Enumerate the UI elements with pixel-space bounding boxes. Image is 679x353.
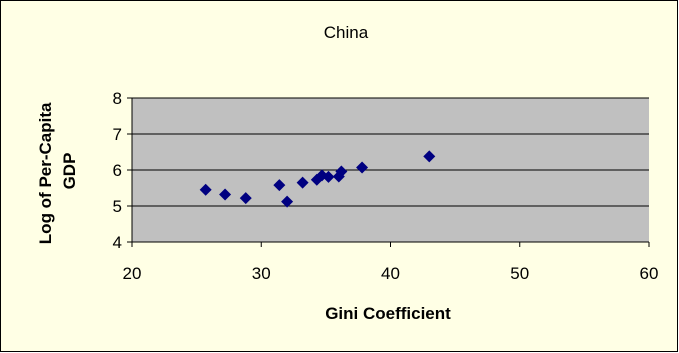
data-point xyxy=(273,179,286,192)
data-point xyxy=(199,183,212,196)
data-point xyxy=(296,176,309,189)
data-point xyxy=(239,192,252,205)
y-tick-label-5: 5 xyxy=(113,197,122,216)
data-points xyxy=(199,150,436,208)
axes xyxy=(127,97,650,247)
x-tick-labels: 20 30 40 50 60 xyxy=(123,264,659,283)
x-tick-label-50: 50 xyxy=(510,264,529,283)
chart-title: China xyxy=(324,23,369,42)
y-axis-title: Log of Per-Capita GDP xyxy=(36,98,79,244)
data-point xyxy=(423,150,436,163)
y-axis-title-line-2: GDP xyxy=(60,153,79,190)
y-tick-label-4: 4 xyxy=(113,233,122,252)
x-tick-label-60: 60 xyxy=(640,264,659,283)
y-axis-title-line-1: Log of Per-Capita xyxy=(36,102,55,244)
x-tick-label-20: 20 xyxy=(123,264,142,283)
data-point xyxy=(335,165,348,178)
data-point xyxy=(219,188,232,201)
gridlines xyxy=(132,97,649,207)
data-point xyxy=(322,170,335,183)
y-tick-label-6: 6 xyxy=(113,161,122,180)
x-axis-title: Gini Coefficient xyxy=(325,304,451,323)
data-point xyxy=(356,161,369,174)
y-tick-label-8: 8 xyxy=(113,89,122,108)
y-tick-label-7: 7 xyxy=(113,125,122,144)
x-tick-label-30: 30 xyxy=(252,264,271,283)
data-point xyxy=(281,195,294,208)
y-tick-labels: 4 5 6 7 8 xyxy=(113,89,122,252)
x-tick-label-40: 40 xyxy=(381,264,400,283)
